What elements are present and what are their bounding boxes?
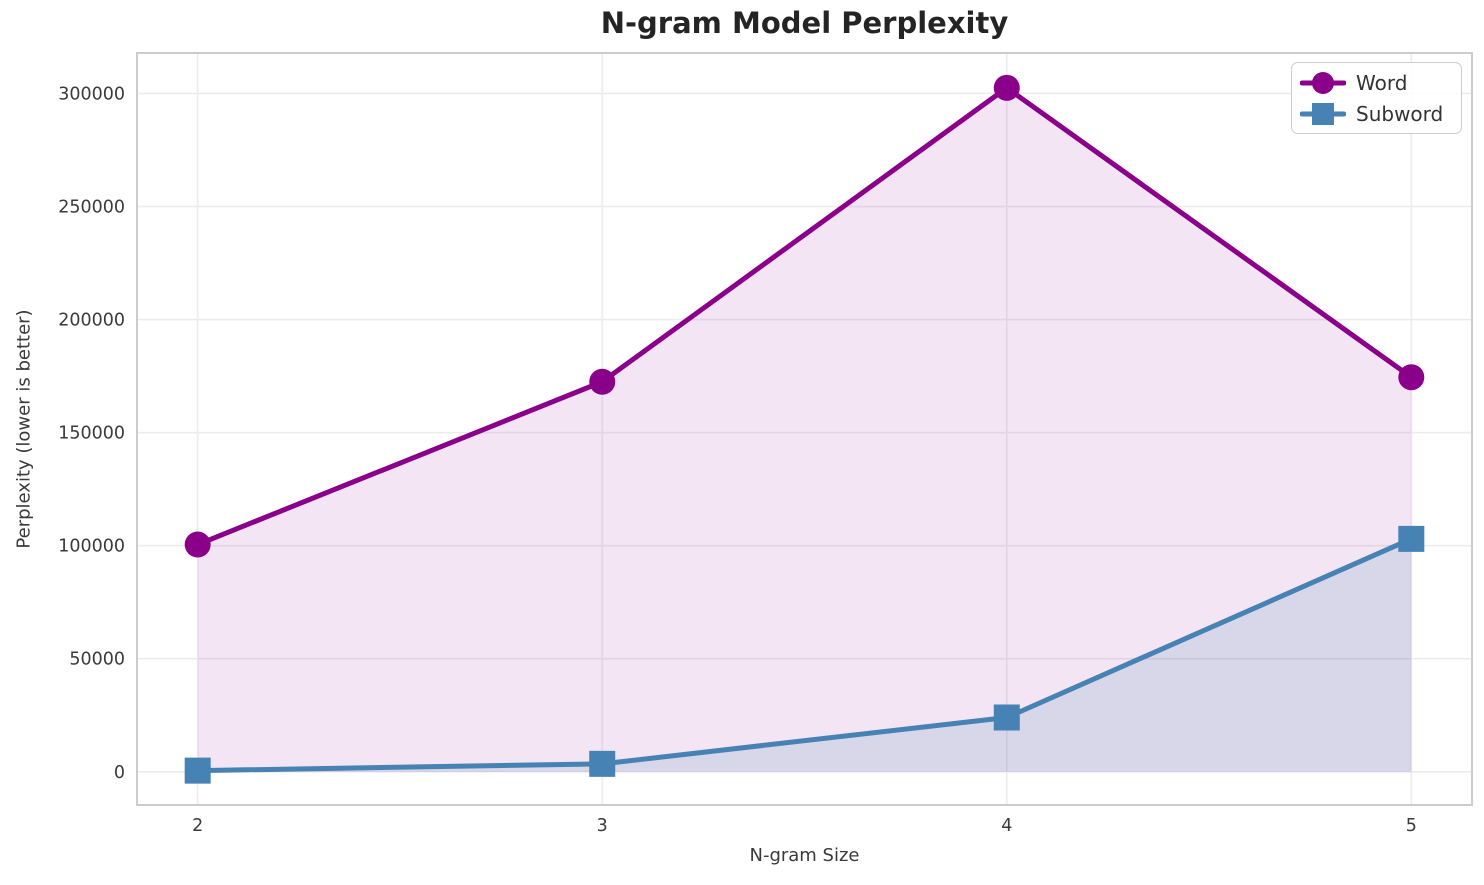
legend-item-word: Word <box>1300 68 1451 97</box>
subword-line <box>195 536 1414 774</box>
word-line-marker-icon <box>1300 71 1346 94</box>
y-tick-label: 250000 <box>58 198 125 218</box>
subword-marker <box>993 704 1020 731</box>
legend-circle-marker <box>1312 71 1334 94</box>
legend: Word Subword <box>1291 62 1462 134</box>
legend-square-marker <box>1312 102 1334 125</box>
plot-border <box>136 52 1473 806</box>
word-fill-area <box>197 87 1412 772</box>
subword-fill-area <box>197 538 1412 772</box>
y-tick-label: 300000 <box>58 84 125 104</box>
y-tick-label: 200000 <box>58 311 125 331</box>
y-tick-label: 0 <box>114 763 125 783</box>
word-line <box>195 85 1414 548</box>
word-marker <box>1398 364 1425 391</box>
chart-title: N-gram Model Perplexity <box>600 6 1009 40</box>
subword-marker <box>184 757 211 784</box>
legend-label-subword: Subword <box>1356 101 1444 126</box>
subword-line-marker-icon <box>1300 102 1346 125</box>
legend-item-subword: Subword <box>1300 99 1451 128</box>
x-tick-label: 2 <box>192 816 203 836</box>
legend-label-word: Word <box>1356 70 1408 95</box>
word-marker <box>184 531 211 558</box>
subword-marker <box>1398 525 1425 552</box>
word-marker <box>589 368 616 395</box>
x-tick-label: 5 <box>1406 816 1417 836</box>
subword-marker <box>589 750 616 777</box>
x-tick-label: 3 <box>597 816 608 836</box>
y-tick-label: 50000 <box>69 650 125 670</box>
y-tick-label: 100000 <box>58 537 125 557</box>
x-axis-label: N-gram Size <box>749 845 860 866</box>
y-tick-label: 150000 <box>58 424 125 444</box>
word-marker <box>993 74 1020 101</box>
x-tick-label: 4 <box>1001 816 1012 836</box>
